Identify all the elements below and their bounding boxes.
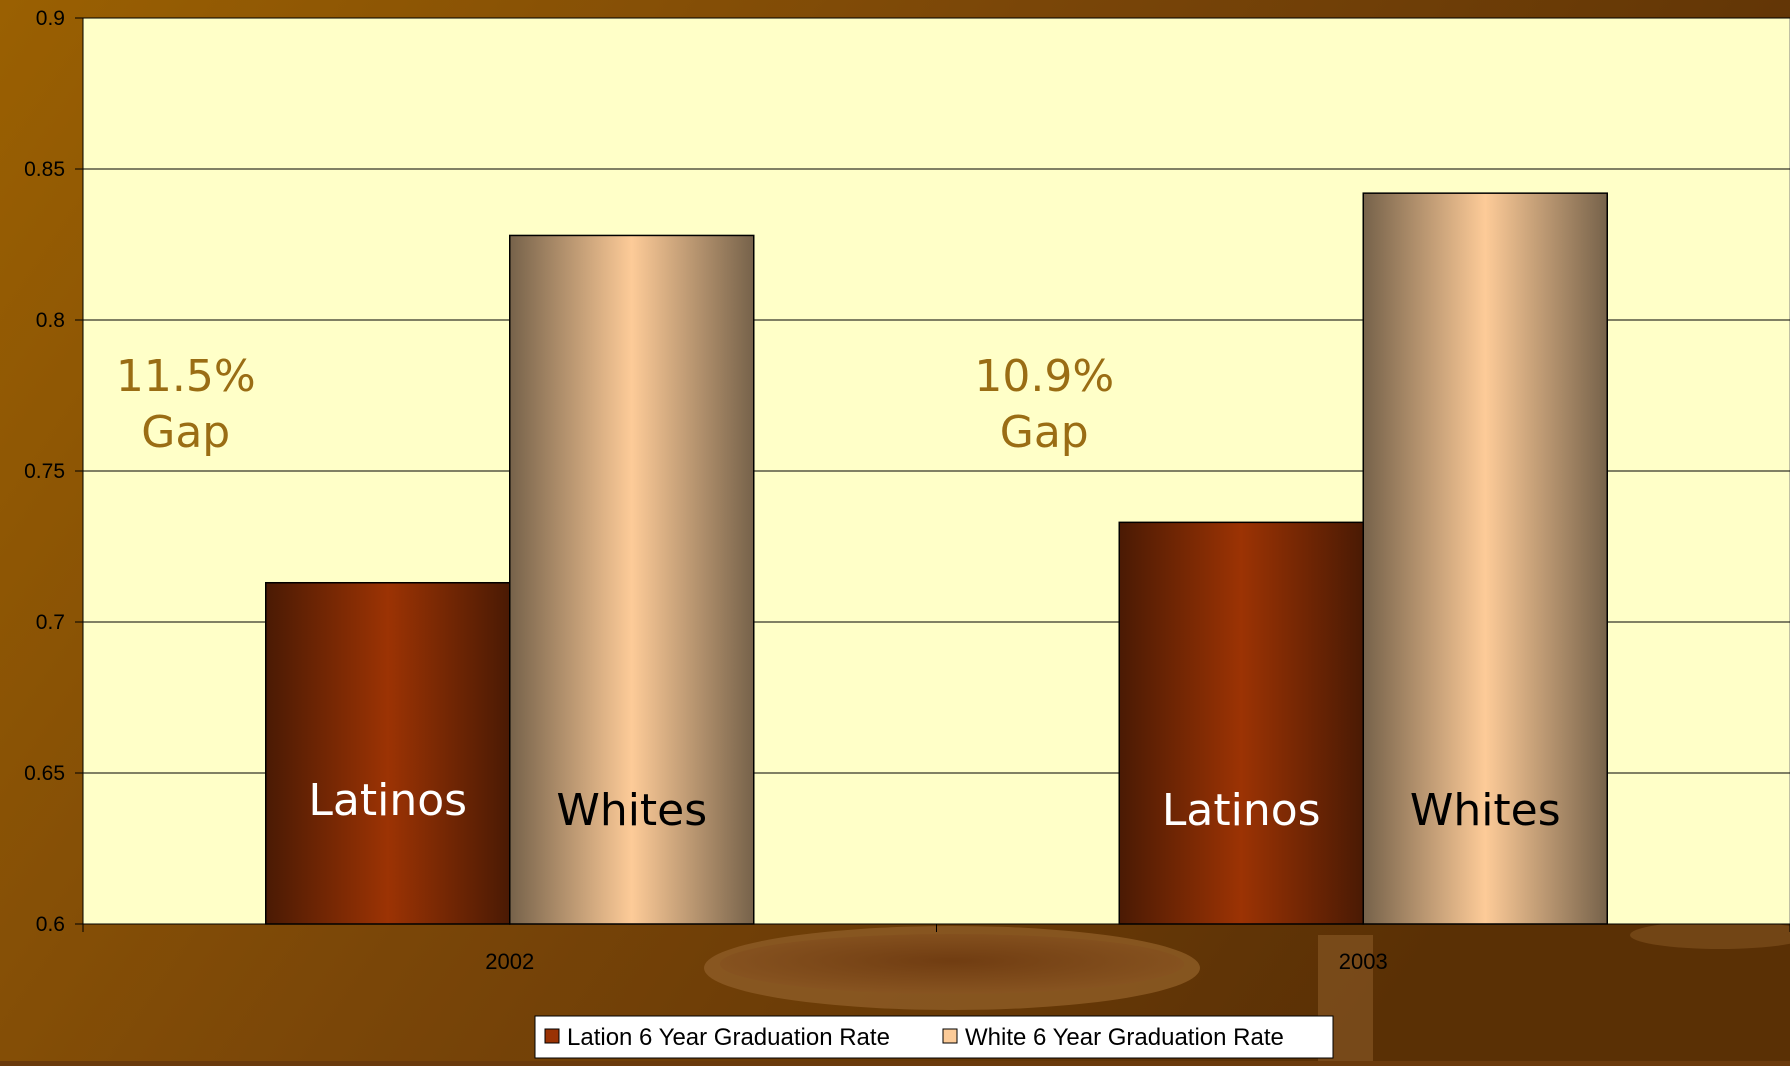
legend-box (534, 1015, 1334, 1059)
bar-label: Whites (556, 785, 707, 836)
axes: 0.6 0.65 0.7 0.75 0.8 0.85 0.9 2002 2003 (24, 7, 1790, 974)
y-tick-label: 0.9 (36, 7, 65, 30)
x-tick-label: 2003 (1339, 949, 1388, 974)
y-tick-label: 0.7 (36, 611, 65, 634)
legend: Lation 6 Year Graduation Rate White 6 Yea… (534, 1015, 1334, 1059)
decorative-bowl (704, 921, 1790, 1061)
bar-label: Whites (1410, 785, 1561, 836)
gap-annotation: 11.5% (116, 351, 256, 402)
y-tick-label: 0.65 (24, 762, 65, 785)
bar-label: Latinos (1162, 785, 1321, 836)
y-tick-label: 0.8 (36, 309, 65, 332)
labels: Latinos Whites Latinos Whites11.5%Gap10.9%G… (116, 351, 1561, 836)
legend-label: Lation 6 Year Graduation Rate (567, 1024, 890, 1051)
x-tick-label: 2002 (485, 949, 534, 974)
legend-swatch (544, 1028, 560, 1044)
bars (265, 192, 1608, 925)
bar-white-2002 (509, 234, 755, 925)
y-tick-label: 0.85 (24, 158, 65, 181)
legend-swatch (942, 1028, 958, 1044)
gap-annotation: Gap (1000, 407, 1089, 458)
y-tick-label: 0.75 (24, 460, 65, 483)
bar-white-2003 (1362, 192, 1608, 925)
bar-latino-2002 (265, 581, 511, 925)
gap-annotation: Gap (141, 407, 230, 458)
legend-label: White 6 Year Graduation Rate (965, 1024, 1284, 1051)
bar-label: Latinos (308, 775, 467, 826)
y-tick-label: 0.6 (36, 913, 65, 936)
bar-latino-2003 (1118, 521, 1364, 925)
gap-annotation: 10.9% (974, 351, 1114, 402)
